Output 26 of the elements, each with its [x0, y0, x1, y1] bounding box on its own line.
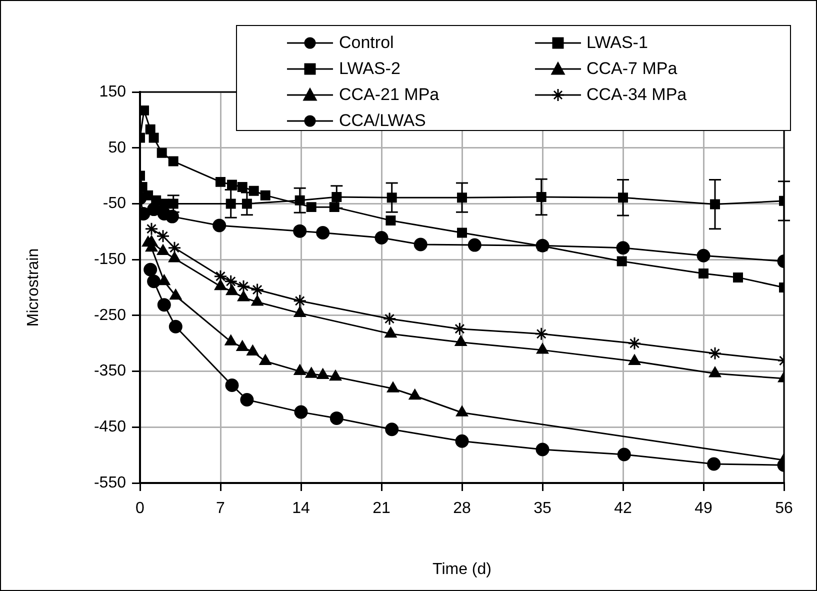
- x-tick-label: 42: [614, 500, 632, 518]
- x-tick-label: 49: [694, 500, 712, 518]
- legend-label: CCA-34 MPa: [586, 84, 687, 106]
- legend-label: CCA/LWAS: [339, 110, 426, 132]
- x-tick-label: 35: [534, 500, 552, 518]
- legend-label: CCA-21 MPa: [339, 84, 440, 106]
- x-tick-label: 0: [136, 500, 145, 518]
- y-tick-label: -450: [94, 418, 126, 436]
- y-tick-label: -350: [94, 362, 126, 380]
- y-tick-label: 50: [108, 139, 126, 156]
- x-tick-label: 28: [453, 500, 471, 518]
- x-tick-label: 21: [372, 500, 390, 518]
- y-tick-label: -550: [94, 474, 126, 492]
- legend-label: LWAS-2: [339, 58, 400, 80]
- legend-label: CCA-7 MPa: [586, 58, 678, 80]
- y-tick-label: 150: [99, 83, 126, 100]
- y-tick-label: -150: [94, 250, 126, 268]
- y-tick-label: -250: [94, 306, 126, 324]
- legend-label: Control: [339, 32, 394, 54]
- x-axis-title: Time (d): [432, 560, 492, 578]
- y-tick-label: -50: [102, 195, 126, 212]
- legend-label: LWAS-1: [586, 32, 648, 54]
- x-tick-label: 7: [216, 500, 226, 518]
- y-axis-title: Microstrain: [25, 248, 42, 327]
- x-tick-label: 14: [292, 500, 310, 518]
- x-tick-label: 56: [775, 500, 793, 518]
